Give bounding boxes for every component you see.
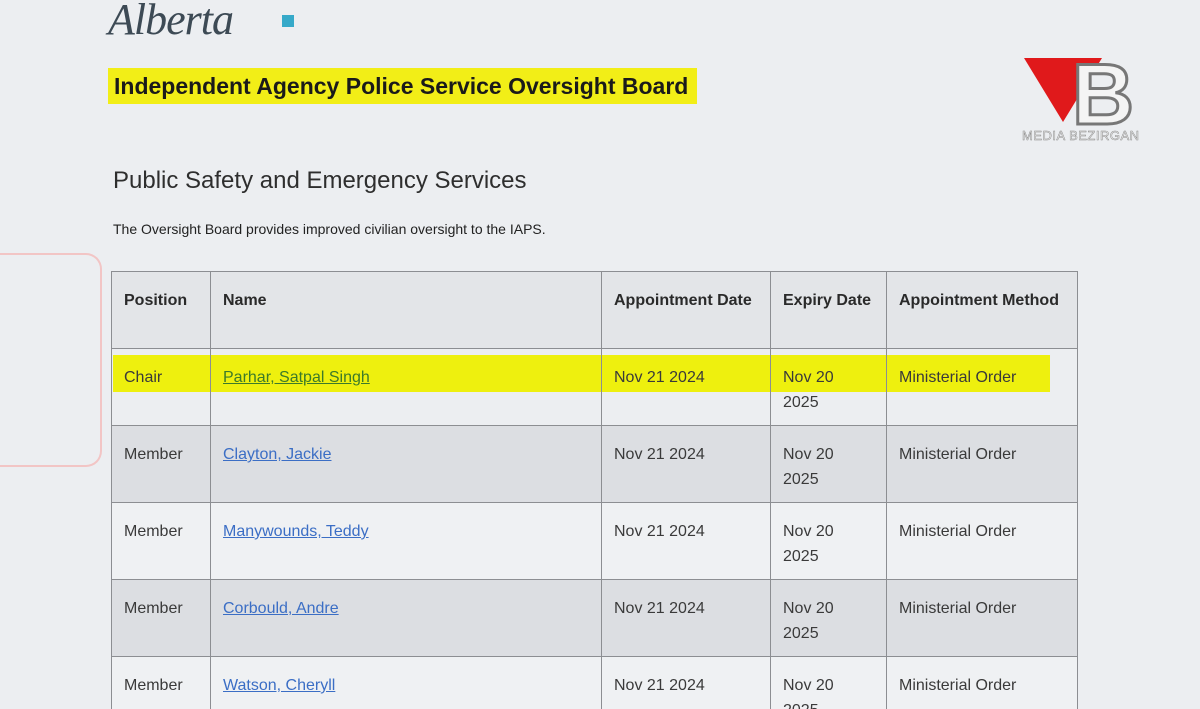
table-row: Member Clayton, Jackie Nov 21 2024 Nov 20 2… [111, 425, 1078, 503]
table-cell: Member [111, 425, 211, 503]
date-cell: Nov 20 2025 [770, 425, 887, 503]
table-cell: Nov 21 2024 [601, 348, 771, 426]
column-header: Expiry Date [770, 271, 887, 349]
name-cell: Clayton, Jackie [210, 425, 602, 503]
column-header: Appointment Date [601, 271, 771, 349]
member-link[interactable]: Watson, Cheryll [223, 677, 336, 694]
column-header: Position [111, 271, 211, 349]
name-cell: Corbould, Andre [210, 579, 602, 657]
section-heading: Public Safety and Emergency Services [113, 167, 527, 194]
table-cell: Nov 21 2024 [601, 579, 771, 657]
date-cell: Nov 20 2025 [770, 348, 887, 426]
table-row: Member Manywounds, Teddy Nov 21 2024 Nov 20… [111, 502, 1078, 580]
column-header: Appointment Method [886, 271, 1078, 349]
expiry-date: Nov 20 2025 [783, 369, 834, 411]
watermark-text: MEDIA BEZIRGAN [1022, 128, 1140, 144]
table-row: Member Watson, Cheryll Nov 21 2024 Nov 20 2… [111, 656, 1078, 709]
table-cell: Member [111, 656, 211, 709]
description: The Oversight Board provides improved ci… [113, 221, 546, 237]
expiry-date: Nov 20 2025 [783, 677, 834, 709]
expiry-date: Nov 20 2025 [783, 523, 834, 565]
name-cell: Parhar, Satpal Singh [210, 348, 602, 426]
logo: Alberta [108, 0, 234, 44]
column-header: Name [210, 271, 602, 349]
member-link[interactable]: Corbould, Andre [223, 600, 339, 617]
member-link[interactable]: Manywounds, Teddy [223, 523, 369, 540]
date-cell: Nov 20 2025 [770, 502, 887, 580]
watermark-triangle [1024, 58, 1102, 122]
date-cell: Nov 20 2025 [770, 579, 887, 657]
table-row: Member Corbould, Andre Nov 21 2024 Nov 20 2… [111, 579, 1078, 657]
frame-edge [0, 253, 102, 467]
board-table: Position Name Appointment Date Expiry Date A… [111, 271, 1078, 709]
member-link[interactable]: Parhar, Satpal Singh [223, 369, 370, 386]
name-cell: Watson, Cheryll [210, 656, 602, 709]
table-cell: Member [111, 502, 211, 580]
date-cell: Nov 20 2025 [770, 656, 887, 709]
table-cell: Ministerial Order [886, 656, 1078, 709]
table-cell: Ministerial Order [886, 425, 1078, 503]
header-row: Position Name Appointment Date Expiry Date A… [111, 271, 1078, 349]
table-cell: Chair [111, 348, 211, 426]
expiry-date: Nov 20 2025 [783, 600, 834, 642]
table-cell: Nov 21 2024 [601, 656, 771, 709]
table-cell: Ministerial Order [886, 579, 1078, 657]
expiry-date: Nov 20 2025 [783, 446, 834, 488]
table-cell: Nov 21 2024 [601, 425, 771, 503]
page-title: Independent Agency Police Service Oversi… [108, 68, 698, 104]
name-cell: Manywounds, Teddy [210, 502, 602, 580]
table-cell: Nov 21 2024 [601, 502, 771, 580]
table-cell: Ministerial Order [886, 348, 1078, 426]
watermark-letter: B [1070, 46, 1135, 145]
table-cell: Ministerial Order [886, 502, 1078, 580]
table-cell: Member [111, 579, 211, 657]
table-row: Chair Parhar, Satpal Singh Nov 21 2024 Nov … [111, 348, 1078, 426]
logo-mark [282, 15, 294, 27]
member-link[interactable]: Clayton, Jackie [223, 446, 332, 463]
